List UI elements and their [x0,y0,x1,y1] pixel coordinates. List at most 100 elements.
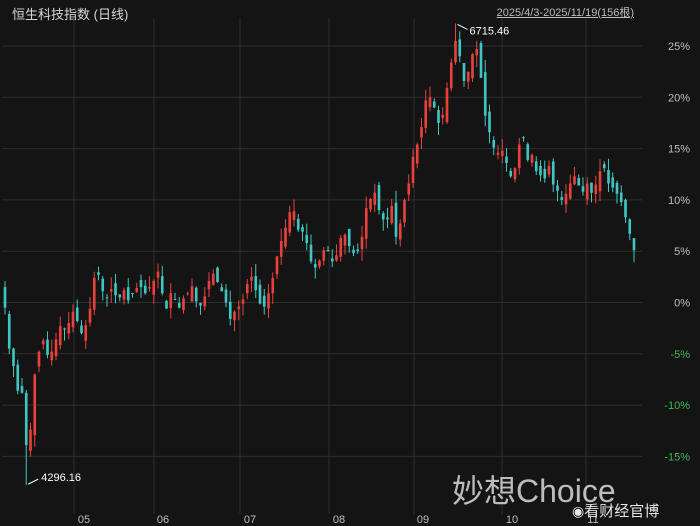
candle-body [624,199,627,218]
candle-body [462,62,466,81]
candle-body [211,273,215,285]
candle-body [160,276,164,294]
candle-body [318,260,321,267]
candle-body [420,127,423,138]
candle-body [228,301,232,319]
candle-body [475,49,479,56]
candle-body [126,287,130,301]
x-tick-label: 05 [78,514,90,526]
x-tick-label: 11 [587,514,598,526]
candle-body [97,272,100,275]
candle-body [46,339,49,355]
candle-body [220,287,224,292]
y-tick-label: 10% [668,195,690,207]
candle-body [407,183,411,195]
candle-body [381,213,385,220]
candle-body [530,154,534,163]
max-marker-line [457,23,468,30]
candle-body [267,293,270,309]
candle-body [326,250,330,252]
candle-body [7,313,11,349]
candle-body [37,351,41,367]
candle-body [203,296,207,307]
candle-body [20,386,24,393]
min-annotation: 4296.16 [41,472,81,484]
date-range-label[interactable]: 2025/4/3-2025/11/19(156根) [496,7,634,19]
candle-body [628,219,632,234]
candle-body [156,271,160,278]
candle-body [492,140,496,148]
x-tick-label: 07 [244,514,256,526]
candle-body [386,217,389,220]
candle-body [109,289,113,292]
candle-body [471,54,474,79]
candle-body [84,325,88,341]
candle-body [522,137,525,139]
candle-body [458,39,462,57]
candle-body [483,72,487,116]
candle-body [54,339,58,357]
candle-body [165,300,168,309]
candle-body [619,192,623,202]
candle-body [573,176,576,185]
x-tick-label: 09 [417,514,429,526]
candle-body [560,197,564,200]
y-tick-label: -10% [664,400,690,412]
candle-body [92,277,96,310]
candle-body [284,227,287,247]
candle-body [80,325,83,334]
candle-body [258,284,262,304]
candle-body [590,182,593,193]
candle-body [88,308,92,323]
candle-body [71,311,75,328]
candle-body [101,278,105,292]
candle-body [369,198,372,210]
candle-body [322,250,326,261]
candle-body [449,62,453,89]
candle-body [305,234,309,243]
candle-body [547,166,551,175]
candle-body [568,183,572,199]
candle-body [611,177,615,188]
candle-body [288,212,292,233]
candle-body [254,276,258,291]
candle-body [607,169,610,184]
candle-body [313,264,317,268]
candle-body [377,185,381,211]
candle-body [309,244,313,262]
candle-body [122,290,126,300]
candle-body [330,258,334,262]
candle-body [173,299,177,301]
candle-body [394,202,398,237]
candle-body [539,165,542,176]
candle-body [373,192,377,205]
candle-body [135,288,139,292]
candle-body [488,111,491,133]
candle-body [186,293,190,295]
candle-body [543,168,547,179]
candle-body [335,255,338,261]
candle-body [577,177,581,186]
candle-body [237,306,241,310]
candle-body [343,234,347,246]
candle-body [262,295,266,307]
candle-body [296,218,300,230]
candle-body [199,302,202,306]
candle-body [67,323,71,334]
candle-body [339,237,343,257]
candle-body [12,348,15,367]
x-tick-label: 08 [333,514,345,526]
candle-body [598,171,602,192]
candle-body [224,289,228,303]
candle-body [118,294,122,298]
candle-body [615,182,619,194]
candle-body [509,170,513,177]
candle-body [564,193,568,205]
candle-body [581,186,585,192]
candle-body [441,114,445,118]
candle-body [432,101,436,108]
candle-body [177,303,181,308]
candle-body [29,429,32,451]
candle-body [279,240,283,257]
